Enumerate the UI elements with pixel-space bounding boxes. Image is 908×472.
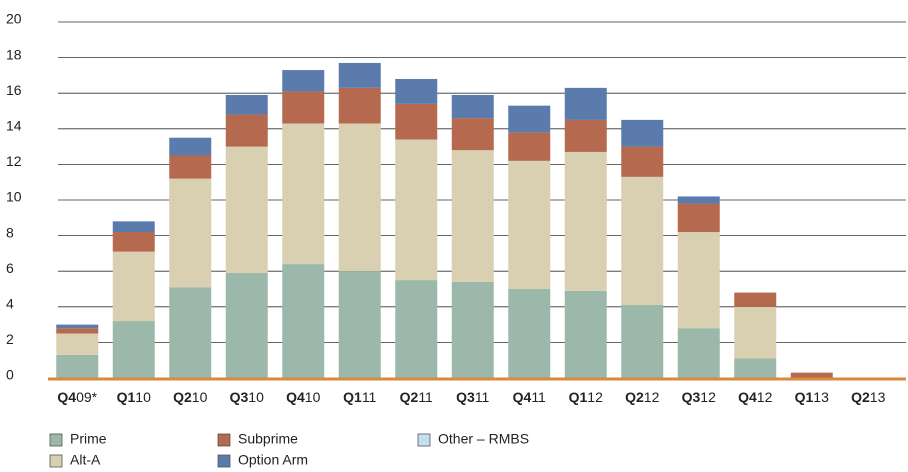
y-tick-label: 0: [6, 367, 14, 383]
bar-segment: [112, 251, 155, 322]
x-tick-label: Q409*: [57, 389, 97, 405]
x-tick-label: Q312: [682, 389, 716, 405]
legend-label: Prime: [70, 431, 107, 447]
bar-segment: [56, 354, 99, 378]
x-tick-label: Q112: [569, 389, 603, 405]
bar-segment: [282, 123, 325, 265]
y-tick-label: 16: [6, 82, 22, 98]
bar-segment: [451, 150, 494, 282]
bar-segment: [225, 114, 268, 147]
bar-segment: [282, 264, 325, 378]
bar-segment: [508, 132, 551, 161]
bar-segment: [508, 289, 551, 378]
bar-segment: [225, 146, 268, 273]
bar-segment: [508, 105, 551, 133]
bar-segment: [395, 280, 438, 378]
bar-segment: [395, 103, 438, 140]
x-tick-label: Q211: [400, 389, 433, 405]
bar-segment: [564, 151, 607, 291]
y-tick-label: 18: [6, 46, 22, 62]
y-tick-label: 14: [6, 118, 22, 134]
bar-segment: [112, 321, 155, 378]
bar-segment: [677, 232, 720, 329]
bar-segment: [282, 91, 325, 124]
bar-segment: [112, 232, 155, 252]
bar-segment: [338, 62, 381, 88]
x-tick-label: Q212: [625, 389, 659, 405]
x-tick-label: Q410: [286, 389, 320, 405]
y-tick-label: 12: [6, 153, 22, 169]
legend-label: Other – RMBS: [438, 431, 529, 447]
bar-segment: [169, 155, 212, 179]
x-tick-label: Q411: [513, 389, 546, 405]
legend-label: Subprime: [238, 431, 298, 447]
legend-label: Option Arm: [238, 452, 308, 468]
bar-segment: [621, 305, 664, 378]
bar-segment: [451, 94, 494, 119]
bar-segment: [451, 281, 494, 378]
x-tick-label: Q310: [230, 389, 264, 405]
bar-segment: [338, 271, 381, 378]
bar-segment: [677, 196, 720, 204]
y-tick-label: 6: [6, 260, 14, 276]
bar-segment: [621, 146, 664, 177]
y-tick-label: 20: [6, 11, 22, 27]
legend-label: Alt-A: [70, 452, 101, 468]
bar-segment: [225, 94, 268, 115]
bar-segment: [564, 290, 607, 378]
x-tick-label: Q412: [738, 389, 772, 405]
bar-segment: [790, 372, 833, 378]
bar-segment: [169, 137, 212, 156]
bar-segment: [621, 176, 664, 306]
y-tick-label: 8: [6, 224, 14, 240]
bar-segment: [282, 70, 325, 92]
bar-segment: [56, 328, 99, 334]
bar-segment: [564, 87, 607, 120]
bar-segment: [169, 178, 212, 288]
x-tick-label: Q110: [117, 389, 151, 405]
bar-segment: [564, 119, 607, 152]
x-tick-label: Q111: [343, 389, 376, 405]
bar-segment: [56, 324, 99, 329]
bar-segment: [395, 139, 438, 281]
bar-segment: [677, 203, 720, 233]
bar-segment: [395, 78, 438, 104]
bar-segment: [112, 221, 155, 233]
legend-swatch: [217, 433, 231, 447]
x-tick-label: Q311: [456, 389, 489, 405]
x-tick-label: Q113: [795, 389, 829, 405]
bar-segment: [734, 306, 777, 359]
legend-swatch: [217, 454, 231, 468]
bar-segment: [451, 118, 494, 151]
y-tick-label: 4: [6, 296, 14, 312]
y-tick-label: 10: [6, 189, 22, 205]
y-tick-label: 2: [6, 331, 14, 347]
bar-segment: [225, 272, 268, 378]
bar-segment: [56, 333, 99, 355]
bar-segment: [508, 160, 551, 289]
bar-segment: [338, 87, 381, 124]
legend-swatch: [417, 433, 431, 447]
bar-segment: [621, 119, 664, 147]
bar-segment: [734, 358, 777, 378]
x-tick-label: Q213: [851, 389, 885, 405]
legend-swatch: [49, 433, 63, 447]
x-tick-label: Q210: [173, 389, 207, 405]
bar-segment: [169, 287, 212, 378]
legend-swatch: [49, 454, 63, 468]
bar-segment: [734, 292, 777, 307]
bar-segment: [677, 328, 720, 378]
bar-segment: [338, 123, 381, 272]
